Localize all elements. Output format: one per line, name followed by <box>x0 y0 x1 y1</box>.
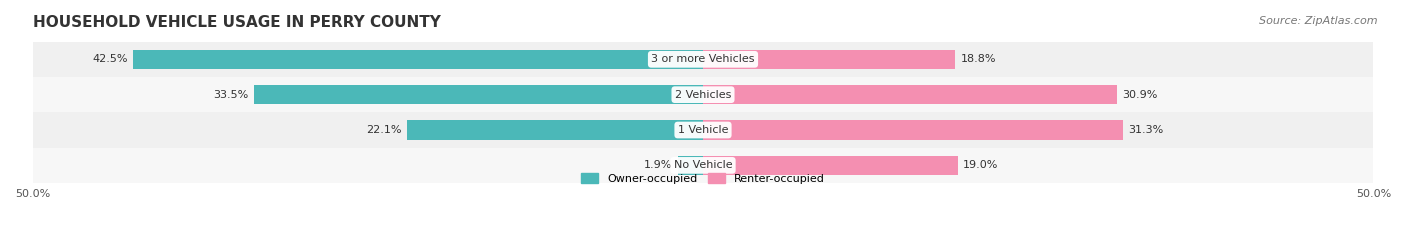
Bar <box>32 148 1374 183</box>
Bar <box>406 120 703 140</box>
Bar <box>703 120 1122 140</box>
Text: 31.3%: 31.3% <box>1128 125 1163 135</box>
Text: 3 or more Vehicles: 3 or more Vehicles <box>651 54 755 64</box>
Text: 1.9%: 1.9% <box>644 160 672 170</box>
Bar <box>134 50 703 69</box>
Text: 19.0%: 19.0% <box>963 160 998 170</box>
Bar <box>254 85 703 104</box>
Text: 42.5%: 42.5% <box>93 54 128 64</box>
Bar <box>678 156 703 175</box>
Text: HOUSEHOLD VEHICLE USAGE IN PERRY COUNTY: HOUSEHOLD VEHICLE USAGE IN PERRY COUNTY <box>32 15 440 30</box>
Bar <box>703 50 955 69</box>
Bar <box>32 42 1374 77</box>
Bar <box>32 77 1374 112</box>
Bar <box>703 85 1118 104</box>
Text: Source: ZipAtlas.com: Source: ZipAtlas.com <box>1260 16 1378 26</box>
Bar <box>32 112 1374 148</box>
Bar <box>703 156 957 175</box>
Text: 1 Vehicle: 1 Vehicle <box>678 125 728 135</box>
Text: 2 Vehicles: 2 Vehicles <box>675 90 731 100</box>
Text: 33.5%: 33.5% <box>214 90 249 100</box>
Text: 22.1%: 22.1% <box>366 125 401 135</box>
Text: 30.9%: 30.9% <box>1122 90 1159 100</box>
Text: 18.8%: 18.8% <box>960 54 995 64</box>
Text: No Vehicle: No Vehicle <box>673 160 733 170</box>
Legend: Owner-occupied, Renter-occupied: Owner-occupied, Renter-occupied <box>576 169 830 188</box>
